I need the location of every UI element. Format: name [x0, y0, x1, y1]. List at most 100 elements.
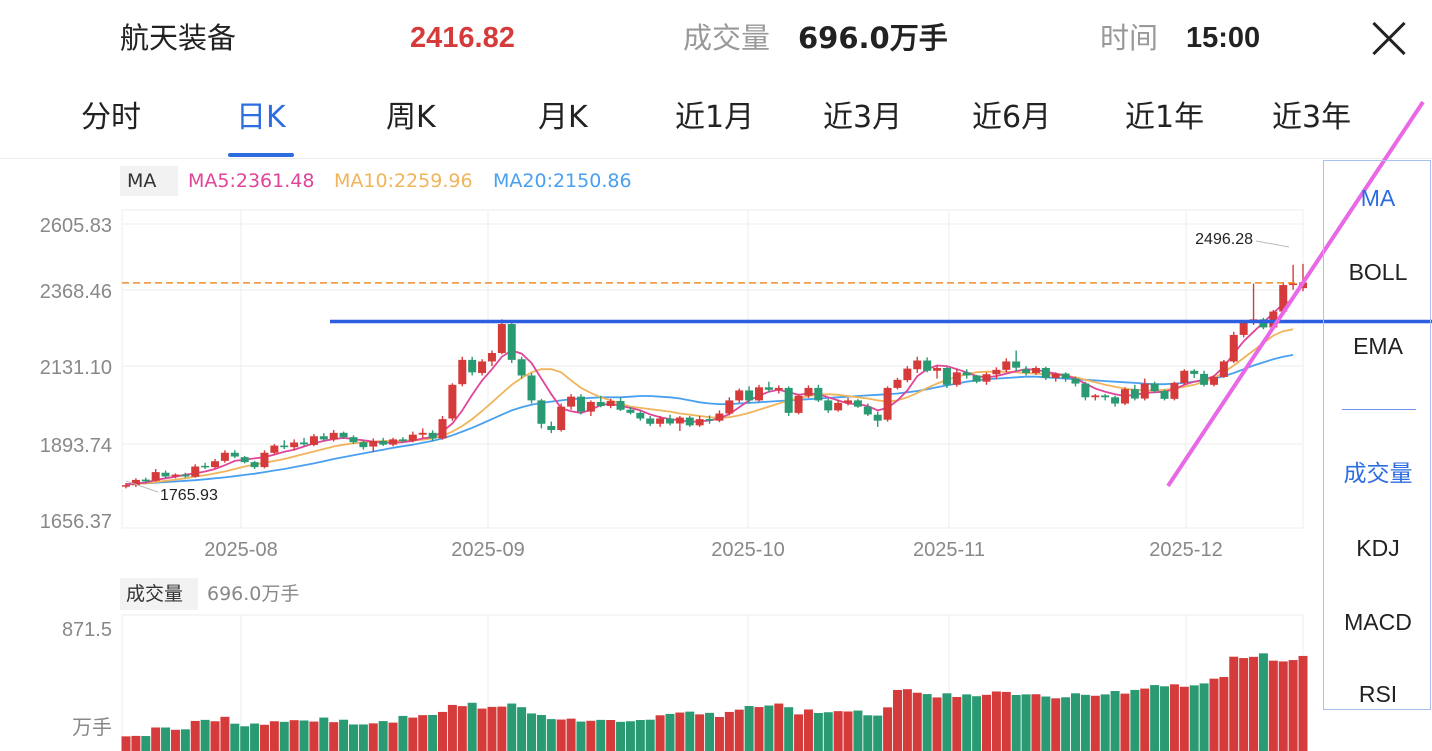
- volume-bar: [151, 727, 161, 751]
- tab-3-years[interactable]: 近3年: [1272, 100, 1352, 135]
- volume-bar: [1160, 686, 1170, 751]
- candle-body: [349, 437, 358, 443]
- candle-body: [952, 372, 961, 385]
- volume-bar: [972, 696, 982, 751]
- tab-monthly-k[interactable]: 月K: [538, 100, 588, 135]
- volume-bar: [616, 721, 626, 751]
- candle-body: [270, 445, 279, 453]
- candle-body: [705, 419, 714, 421]
- volume-bar: [1288, 660, 1298, 751]
- volume-bar: [754, 707, 764, 751]
- chart-grid: [121, 209, 1304, 751]
- candle-body: [923, 360, 932, 371]
- candle-body: [448, 384, 457, 419]
- candle-body: [962, 372, 971, 376]
- indicator-ema[interactable]: EMA: [1353, 333, 1403, 359]
- volume-value: 696.0万手: [798, 21, 948, 55]
- candle-body: [784, 387, 793, 413]
- volume-bar: [190, 720, 200, 751]
- volume-bar: [309, 721, 319, 751]
- candle-body: [1229, 334, 1238, 362]
- volume-bar: [1001, 691, 1011, 751]
- candle-body: [972, 375, 981, 382]
- volume-bar: [705, 712, 715, 751]
- volume-bar: [744, 705, 754, 751]
- volume-bar: [1268, 660, 1278, 751]
- candle-body: [1289, 283, 1298, 286]
- candle-body: [1120, 389, 1129, 404]
- volume-unit-label: 万手: [72, 715, 112, 739]
- volume-bar: [348, 724, 358, 751]
- indicator-boll[interactable]: BOLL: [1348, 259, 1408, 285]
- candle-body: [1002, 361, 1011, 370]
- candle-body: [230, 452, 239, 457]
- candle-body: [1219, 361, 1228, 378]
- volume-bar: [161, 727, 171, 751]
- candle-body: [893, 379, 902, 388]
- current-price: 2416.82: [410, 22, 515, 54]
- indicator-kdj[interactable]: KDJ: [1356, 535, 1400, 561]
- chart-overlays: 2496.28 1765.93: [122, 100, 1432, 504]
- candle-body: [260, 452, 269, 468]
- candle-body: [547, 425, 556, 431]
- volume-bar: [734, 709, 744, 751]
- candle-body: [873, 414, 882, 421]
- volume-bar: [892, 689, 902, 751]
- candle-body: [171, 474, 180, 477]
- volume-bar: [527, 713, 537, 751]
- volume-bar: [1219, 676, 1229, 751]
- tab-intraday[interactable]: 分时: [81, 100, 141, 135]
- volume-bar: [596, 719, 606, 751]
- candle-body: [131, 479, 140, 486]
- ma5-legend: MA5:2361.48: [188, 170, 315, 192]
- active-tab-indicator: [228, 153, 294, 157]
- volume-bar: [1090, 695, 1100, 751]
- volume-bar: [131, 735, 141, 751]
- volume-bar: [438, 711, 448, 751]
- volume-bar: [240, 726, 250, 751]
- indicator-ma[interactable]: MA: [1360, 185, 1396, 211]
- candle-body: [1239, 322, 1248, 335]
- candle-body: [804, 387, 813, 396]
- volume-bar: [428, 714, 438, 751]
- tab-6-months[interactable]: 近6月: [972, 100, 1052, 135]
- volume-bar: [1140, 688, 1150, 751]
- candle-body: [389, 439, 398, 445]
- volume-bar: [981, 694, 991, 751]
- ma10-legend: MA10:2259.96: [334, 170, 473, 192]
- candle-body: [992, 369, 1001, 375]
- x-axis-labels: 2025-08 2025-09 2025-10 2025-11 2025-12: [204, 539, 1222, 561]
- candle-body: [596, 401, 605, 407]
- volume-bar: [873, 715, 883, 751]
- volume-bar: [141, 736, 151, 751]
- volume-bar: [507, 703, 517, 751]
- volume-bar: [655, 715, 665, 751]
- volume-bar: [447, 704, 457, 751]
- tab-3-months[interactable]: 近3月: [823, 100, 903, 135]
- indicator-macd[interactable]: MACD: [1344, 609, 1412, 635]
- y-axis-labels: 2605.83 2368.46 2131.10 1893.74 1656.37 871.5…: [40, 215, 112, 739]
- tab-1-year[interactable]: 近1年: [1125, 100, 1205, 135]
- x-tick-label: 2025-08: [204, 539, 277, 561]
- tab-1-month[interactable]: 近1月: [675, 100, 755, 135]
- volume-bar: [665, 713, 675, 751]
- candle-body: [201, 465, 210, 468]
- indicator-volume[interactable]: 成交量: [1343, 461, 1413, 487]
- tab-weekly-k[interactable]: 周K: [386, 100, 436, 135]
- candle-body: [656, 418, 665, 424]
- volume-bar: [279, 721, 289, 751]
- candle-body: [844, 400, 853, 403]
- volume-bar: [477, 708, 487, 751]
- period-tabs: 分时 日K 周K 月K 近1月 近3月 近6月 近1年 近3年: [0, 92, 1432, 159]
- min-annotation: 1765.93: [160, 487, 218, 504]
- volume-bar: [1051, 698, 1061, 751]
- candle-body: [408, 434, 417, 441]
- candle-body: [606, 401, 615, 407]
- x-tick-label: 2025-09: [451, 539, 524, 561]
- volume-bar: [685, 711, 695, 751]
- tab-daily-k[interactable]: 日K: [236, 100, 286, 135]
- candle-body: [735, 390, 744, 401]
- volume-bar: [853, 710, 863, 751]
- indicator-rsi[interactable]: RSI: [1358, 681, 1398, 707]
- candle-body: [319, 436, 328, 440]
